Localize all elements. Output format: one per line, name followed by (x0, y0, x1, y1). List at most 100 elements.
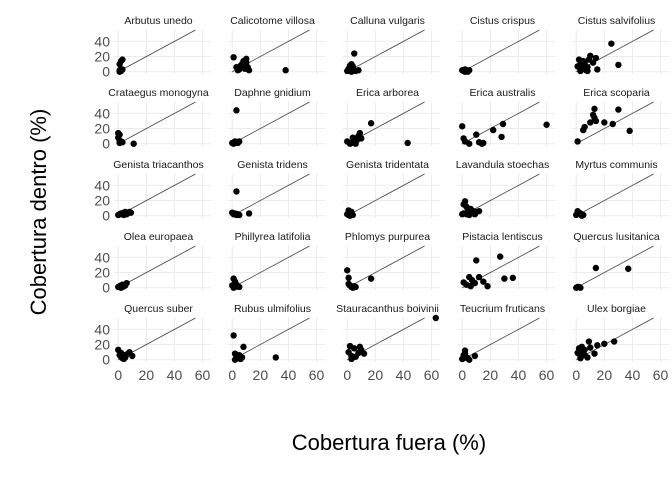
data-point (245, 210, 253, 217)
data-point (473, 257, 480, 264)
data-point (129, 352, 136, 360)
data-point (625, 265, 632, 272)
x-tick-label: 60 (653, 367, 669, 383)
data-point (592, 54, 600, 62)
data-point (581, 351, 588, 359)
facet-title: Ulex borgiae (587, 303, 646, 315)
facet-panel: Phlomys purpurea (343, 231, 440, 291)
x-axis-ticks: 0 20 40 60 0 20 40 60 0 20 40 60 0 20 40 60 0 20 40 60 (114, 367, 668, 383)
x-tick-label: 20 (597, 367, 613, 383)
data-point (489, 126, 497, 134)
x-tick-label: 0 (572, 367, 580, 383)
data-point (130, 140, 137, 147)
facet-title: Quercus lusitanica (573, 231, 660, 243)
data-point (591, 114, 598, 122)
y-tick-label: 20 (94, 49, 110, 65)
data-point (509, 274, 517, 282)
data-point (475, 207, 483, 215)
data-point (578, 212, 586, 219)
data-point (460, 355, 467, 362)
x-tick-label: 60 (309, 367, 325, 383)
facet-title: Arbutus unedo (124, 15, 192, 27)
y-tick-label: 0 (102, 208, 110, 224)
facet-panel: Stauracanthus boivinii (336, 303, 440, 363)
x-tick-label: 0 (458, 367, 466, 383)
y-tick-label: 0 (102, 280, 110, 296)
data-point (609, 120, 616, 128)
reference-line (118, 173, 196, 217)
data-point (460, 210, 467, 217)
facet-title: Phillyrea latifolia (235, 231, 311, 243)
reference-line (118, 101, 196, 145)
data-point (230, 332, 237, 339)
facet-title: Olea europaea (124, 231, 194, 243)
facet-panel: Teucrium fruticans (458, 303, 555, 363)
data-point (351, 50, 358, 57)
data-point (358, 135, 365, 142)
facet-panel: Erica australis (458, 87, 555, 147)
facet-panel: Erica scoparia (572, 87, 669, 146)
data-point (345, 211, 352, 219)
data-point (499, 120, 507, 128)
data-point (344, 267, 351, 274)
data-point (615, 106, 622, 113)
facet-panel: Olea europaea (114, 231, 211, 291)
x-tick-label: 0 (228, 367, 236, 383)
data-point (117, 349, 125, 357)
data-point (345, 274, 352, 282)
reference-line (118, 245, 196, 289)
y-tick-label: 40 (94, 249, 110, 265)
data-point (459, 123, 466, 130)
facet-title: Teucrium fruticans (460, 303, 545, 315)
data-point (352, 283, 359, 291)
data-point (233, 188, 240, 195)
data-point (231, 356, 239, 363)
data-point (601, 340, 608, 347)
data-point (356, 129, 364, 137)
data-point (584, 67, 591, 75)
data-point (498, 133, 505, 141)
data-point (233, 107, 240, 114)
data-point (236, 66, 243, 73)
facet-title: Calicotome villosa (230, 15, 315, 27)
reference-line (576, 245, 654, 289)
facet-title: Erica arborea (356, 87, 419, 99)
data-point (346, 140, 354, 147)
y-tick-label: 20 (94, 265, 110, 281)
data-point (119, 283, 126, 291)
data-point (594, 66, 601, 73)
data-point (116, 68, 123, 75)
x-tick-label: 20 (253, 367, 269, 383)
data-point (241, 65, 249, 72)
facet-title: Cistus salvifolius (578, 15, 656, 27)
x-tick-label: 0 (343, 367, 351, 383)
facet-panel: Cistus salvifolius (572, 15, 669, 75)
y-tick-label: 0 (102, 352, 110, 368)
data-point (367, 275, 375, 282)
data-point (432, 314, 439, 322)
facet-title: Genista triacanthos (113, 159, 203, 171)
reference-line (232, 173, 310, 217)
data-point (464, 68, 472, 75)
x-tick-label: 40 (281, 367, 297, 383)
data-point (501, 275, 508, 282)
data-point (581, 60, 588, 67)
data-point (355, 67, 362, 74)
facet-panel: Quercus suber (114, 303, 211, 363)
data-point (471, 352, 479, 360)
facet-title: Daphne gnidium (234, 87, 311, 99)
data-point (122, 354, 129, 361)
y-axis-title: Cobertura dentro (%) (26, 109, 51, 316)
data-point (231, 139, 239, 147)
facet-title: Quercus suber (124, 303, 193, 315)
data-point (349, 134, 357, 141)
facet-panel: Ulex borgiae (572, 303, 669, 362)
data-point (577, 67, 584, 75)
data-point (473, 131, 480, 138)
facet-title: Crataegus monogyna (108, 87, 209, 99)
y-tick-label: 20 (94, 337, 110, 353)
data-point (480, 278, 487, 285)
reference-line (462, 29, 540, 73)
data-point (352, 140, 359, 147)
data-point (461, 198, 469, 205)
